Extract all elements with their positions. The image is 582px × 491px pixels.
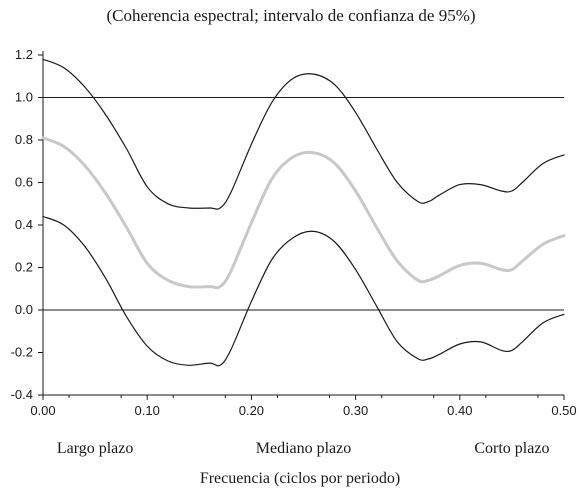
reference-lines — [43, 97, 564, 311]
series-group — [41, 58, 566, 367]
band-label: Corto plazo — [474, 440, 549, 457]
series-line-estimate — [41, 136, 566, 290]
axes: 1.2 1.0 0.8 0.6 0.4 0.2 0.0 -0.2 -0.40.00 0.10 0.2… — [11, 47, 577, 418]
band-label: Largo plazo — [57, 440, 134, 457]
y-tick-label: -0.2 — [11, 345, 33, 360]
y-tick-label: 0.2 — [15, 260, 33, 275]
y-tick-label: 0.0 — [15, 302, 33, 317]
x-tick-label: 0.00 — [30, 403, 55, 418]
y-tick-label: 0.4 — [15, 217, 33, 232]
x-tick-label: 0.10 — [135, 403, 160, 418]
y-tick-label: 1.0 — [15, 90, 33, 105]
x-tick-label: 0.30 — [343, 403, 368, 418]
x-axis-title: Frecuencia (ciclos por periodo) — [200, 470, 400, 487]
y-tick-label: 1.2 — [15, 47, 33, 62]
x-tick-label: 0.50 — [551, 403, 576, 418]
band-labels: Largo plazo Mediano plazo Corto plazo — [57, 440, 550, 457]
series-line-upper — [42, 58, 565, 210]
y-tick-label: -0.4 — [11, 387, 33, 402]
y-tick-label: 0.8 — [15, 132, 33, 147]
y-tick-label: 0.6 — [15, 175, 33, 190]
chart-subtitle: (Coherencia espectral; intervalo de conf… — [106, 6, 475, 25]
x-tick-label: 0.20 — [239, 403, 264, 418]
band-label: Mediano plazo — [256, 440, 352, 457]
x-tick-label: 0.40 — [447, 403, 472, 418]
series-line-lower — [42, 215, 565, 367]
